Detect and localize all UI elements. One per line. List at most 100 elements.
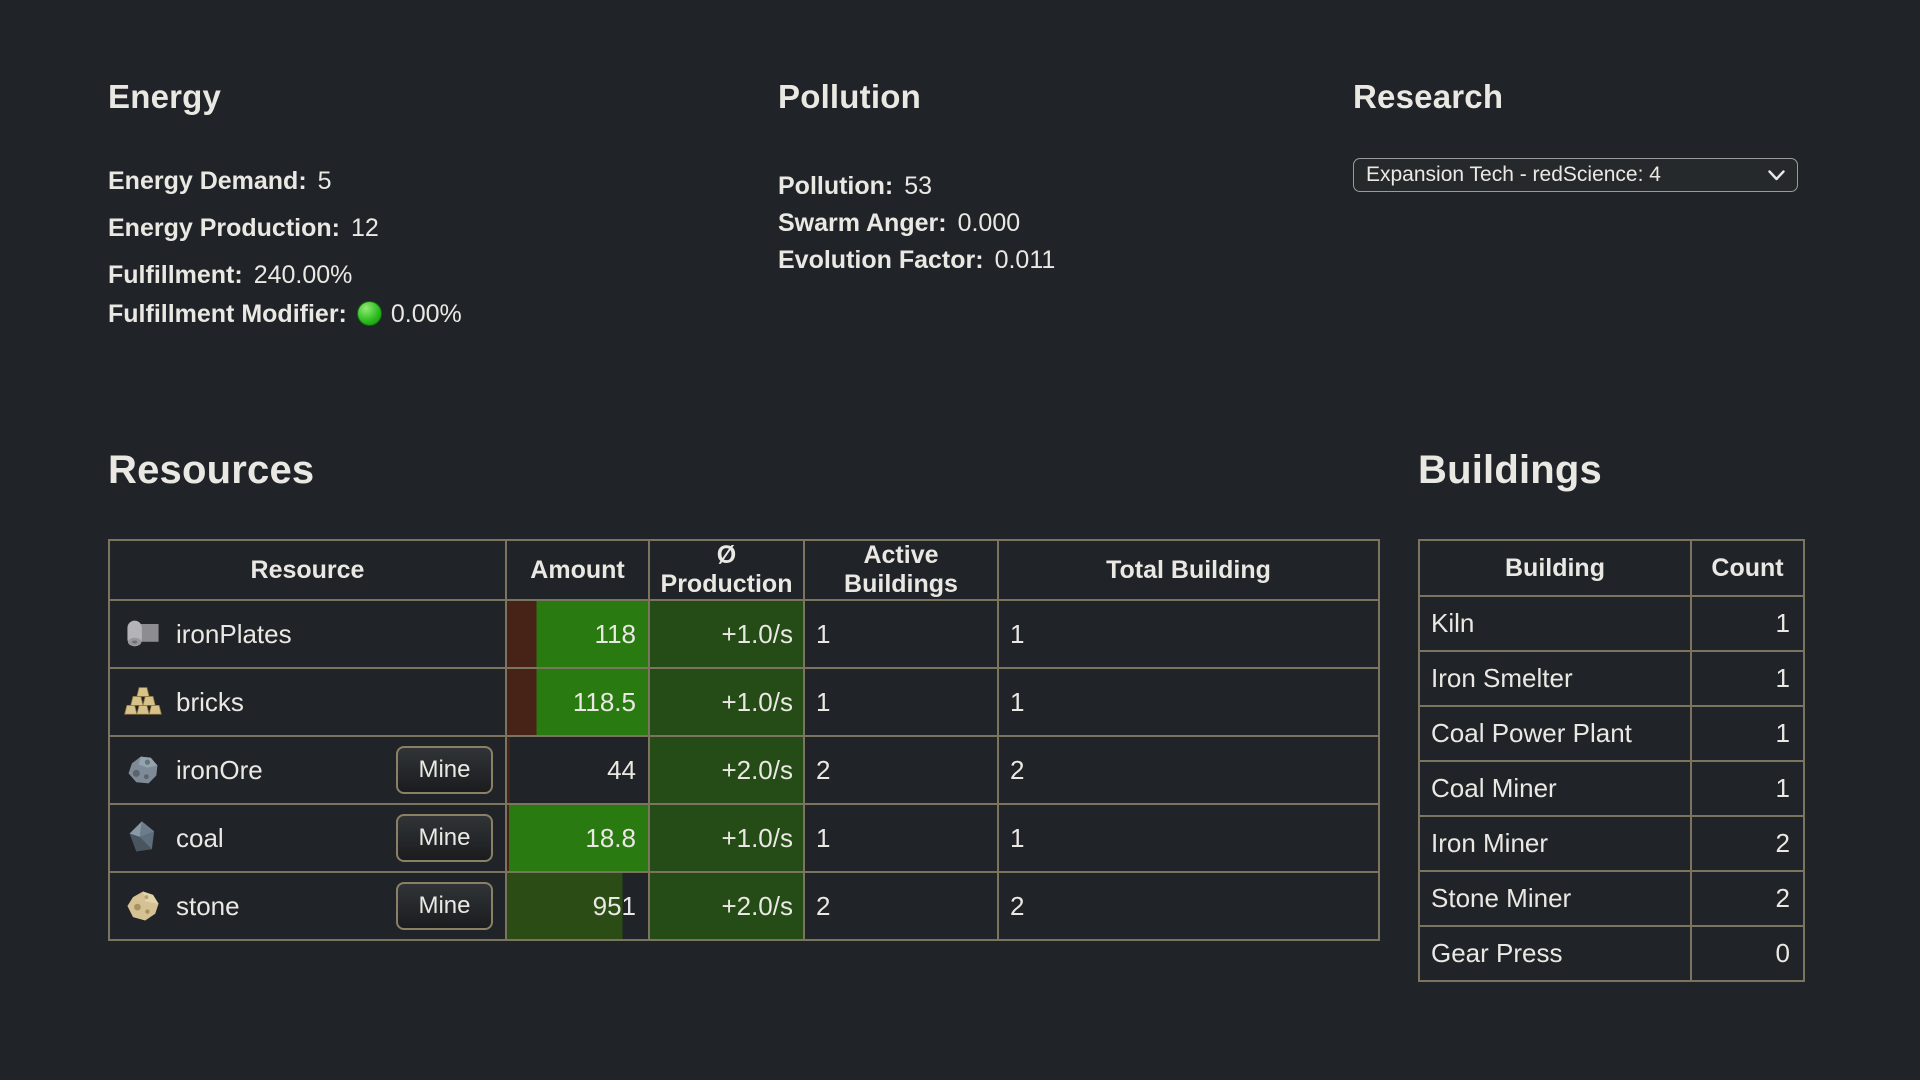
building-count: 2 [1690, 870, 1805, 927]
mine-stone-button[interactable]: Mine [396, 882, 493, 930]
buildings-header-row: Building Count [1418, 539, 1805, 597]
swarm-anger-label: Swarm Anger: [778, 209, 947, 237]
resource-amount: 118.5 [505, 667, 650, 737]
resource-active-buildings: 1 [803, 803, 999, 873]
building-name: Iron Smelter [1418, 650, 1692, 707]
resource-total-buildings: 1 [997, 667, 1380, 737]
resource-row-bricks: bricks 118.5 +1.0/s 1 1 [108, 667, 1380, 737]
green-status-icon [356, 301, 382, 326]
resource-name: ironOre [176, 754, 263, 785]
pollution-section: Pollution Pollution: 53 Swarm Anger: 0.000… [778, 78, 1298, 279]
resource-row-ironOre: ironOre Mine 44 +2.0/s 2 2 [108, 735, 1380, 805]
iron-ore-icon [123, 750, 163, 790]
resources-header-row: Resource Amount Ø Production Active Buil… [108, 539, 1380, 601]
resources-col-resource: Resource [108, 539, 507, 601]
resource-name: ironPlates [176, 618, 292, 649]
building-count: 2 [1690, 815, 1805, 872]
fulfillment-label: Fulfillment: [108, 261, 243, 289]
building-name: Gear Press [1418, 925, 1692, 982]
coal-icon [123, 818, 163, 858]
pollution-line: Pollution: 53 [778, 168, 1298, 205]
swarm-anger-line: Swarm Anger: 0.000 [778, 205, 1298, 242]
energy-production-line: Energy Production: 12 [108, 213, 728, 244]
resource-production: +1.0/s [648, 599, 805, 669]
building-row-coal-miner: Coal Miner 1 [1418, 760, 1805, 817]
building-row-coal-power-plant: Coal Power Plant 1 [1418, 705, 1805, 762]
resource-total-buildings: 1 [997, 599, 1380, 669]
resource-production: +2.0/s [648, 871, 805, 941]
resources-title: Resources [108, 448, 315, 492]
resource-active-buildings: 1 [803, 667, 999, 737]
resources-col-production: Ø Production [648, 539, 805, 601]
energy-demand-value: 5 [317, 167, 332, 195]
resource-row-coal: coal Mine 18.8 +1.0/s 1 1 [108, 803, 1380, 873]
fulfillment-modifier-label: Fulfillment Modifier: [108, 300, 347, 328]
building-row-iron-smelter: Iron Smelter 1 [1418, 650, 1805, 707]
research-selected-option: Expansion Tech - redScience: 4 [1366, 163, 1661, 186]
bricks-icon [123, 682, 163, 722]
buildings-col-building: Building [1418, 539, 1692, 597]
resources-table: Resource Amount Ø Production Active Buil… [108, 539, 1380, 941]
building-row-stone-miner: Stone Miner 2 [1418, 870, 1805, 927]
evolution-factor-label: Evolution Factor: [778, 246, 984, 274]
building-name: Coal Power Plant [1418, 705, 1692, 762]
resource-active-buildings: 2 [803, 735, 999, 805]
research-title: Research [1353, 78, 1504, 115]
building-count: 1 [1690, 595, 1805, 652]
resource-name: stone [176, 890, 240, 921]
energy-production-label: Energy Production: [108, 214, 340, 242]
building-name: Iron Miner [1418, 815, 1692, 872]
resource-production: +1.0/s [648, 667, 805, 737]
buildings-section: Buildings Building Count Kiln 1 Iron Sme… [1418, 448, 1805, 982]
resource-total-buildings: 2 [997, 735, 1380, 805]
pollution-value: 53 [904, 172, 933, 200]
resource-row-stone: stone Mine 951 +2.0/s 2 2 [108, 871, 1380, 941]
energy-production-value: 12 [350, 214, 379, 242]
building-name: Kiln [1418, 595, 1692, 652]
building-count: 1 [1690, 760, 1805, 817]
chevron-down-icon [1768, 169, 1785, 181]
research-select[interactable]: Expansion Tech - redScience: 4 [1353, 158, 1798, 192]
resources-col-total-building: Total Building [997, 539, 1380, 601]
building-count: 0 [1690, 925, 1805, 982]
energy-demand-label: Energy Demand: [108, 167, 307, 195]
resource-total-buildings: 1 [997, 803, 1380, 873]
pollution-title: Pollution [778, 78, 921, 115]
fulfillment-line: Fulfillment: 240.00% [108, 260, 728, 291]
resource-production: +1.0/s [648, 803, 805, 873]
resource-amount: 18.8 [505, 803, 650, 873]
evolution-factor-line: Evolution Factor: 0.011 [778, 242, 1298, 279]
building-count: 1 [1690, 650, 1805, 707]
resource-active-buildings: 1 [803, 599, 999, 669]
mine-ironOre-button[interactable]: Mine [396, 746, 493, 794]
building-name: Stone Miner [1418, 870, 1692, 927]
building-count: 1 [1690, 705, 1805, 762]
buildings-table: Building Count Kiln 1 Iron Smelter 1 Coa… [1418, 539, 1805, 982]
buildings-col-count: Count [1690, 539, 1805, 597]
resource-name: coal [176, 822, 224, 853]
resource-row-ironPlates: ironPlates 118 +1.0/s 1 1 [108, 599, 1380, 669]
building-row-iron-miner: Iron Miner 2 [1418, 815, 1805, 872]
resource-amount: 118 [505, 599, 650, 669]
resource-amount: 951 [505, 871, 650, 941]
resources-col-active-buildings: Active Buildings [803, 539, 999, 601]
resource-amount: 44 [505, 735, 650, 805]
building-name: Coal Miner [1418, 760, 1692, 817]
mine-coal-button[interactable]: Mine [396, 814, 493, 862]
building-row-kiln: Kiln 1 [1418, 595, 1805, 652]
energy-title: Energy [108, 78, 222, 115]
resources-section: Resources Resource Amount Ø Production A… [108, 448, 1380, 941]
energy-demand-line: Energy Demand: 5 [108, 166, 728, 197]
buildings-title: Buildings [1418, 448, 1603, 492]
pollution-label: Pollution: [778, 172, 894, 200]
energy-section: Energy Energy Demand: 5 Energy Production… [108, 78, 728, 346]
resource-total-buildings: 2 [997, 871, 1380, 941]
fulfillment-modifier-value: 0.00% [390, 300, 462, 328]
research-section: Research Expansion Tech - redScience: 4 [1353, 78, 1813, 192]
fulfillment-modifier-line: Fulfillment Modifier: 0.00% [108, 299, 728, 330]
building-row-gear-press: Gear Press 0 [1418, 925, 1805, 982]
resource-active-buildings: 2 [803, 871, 999, 941]
stone-icon [123, 886, 163, 926]
resource-name: bricks [176, 686, 244, 717]
evolution-factor-value: 0.011 [994, 246, 1056, 274]
